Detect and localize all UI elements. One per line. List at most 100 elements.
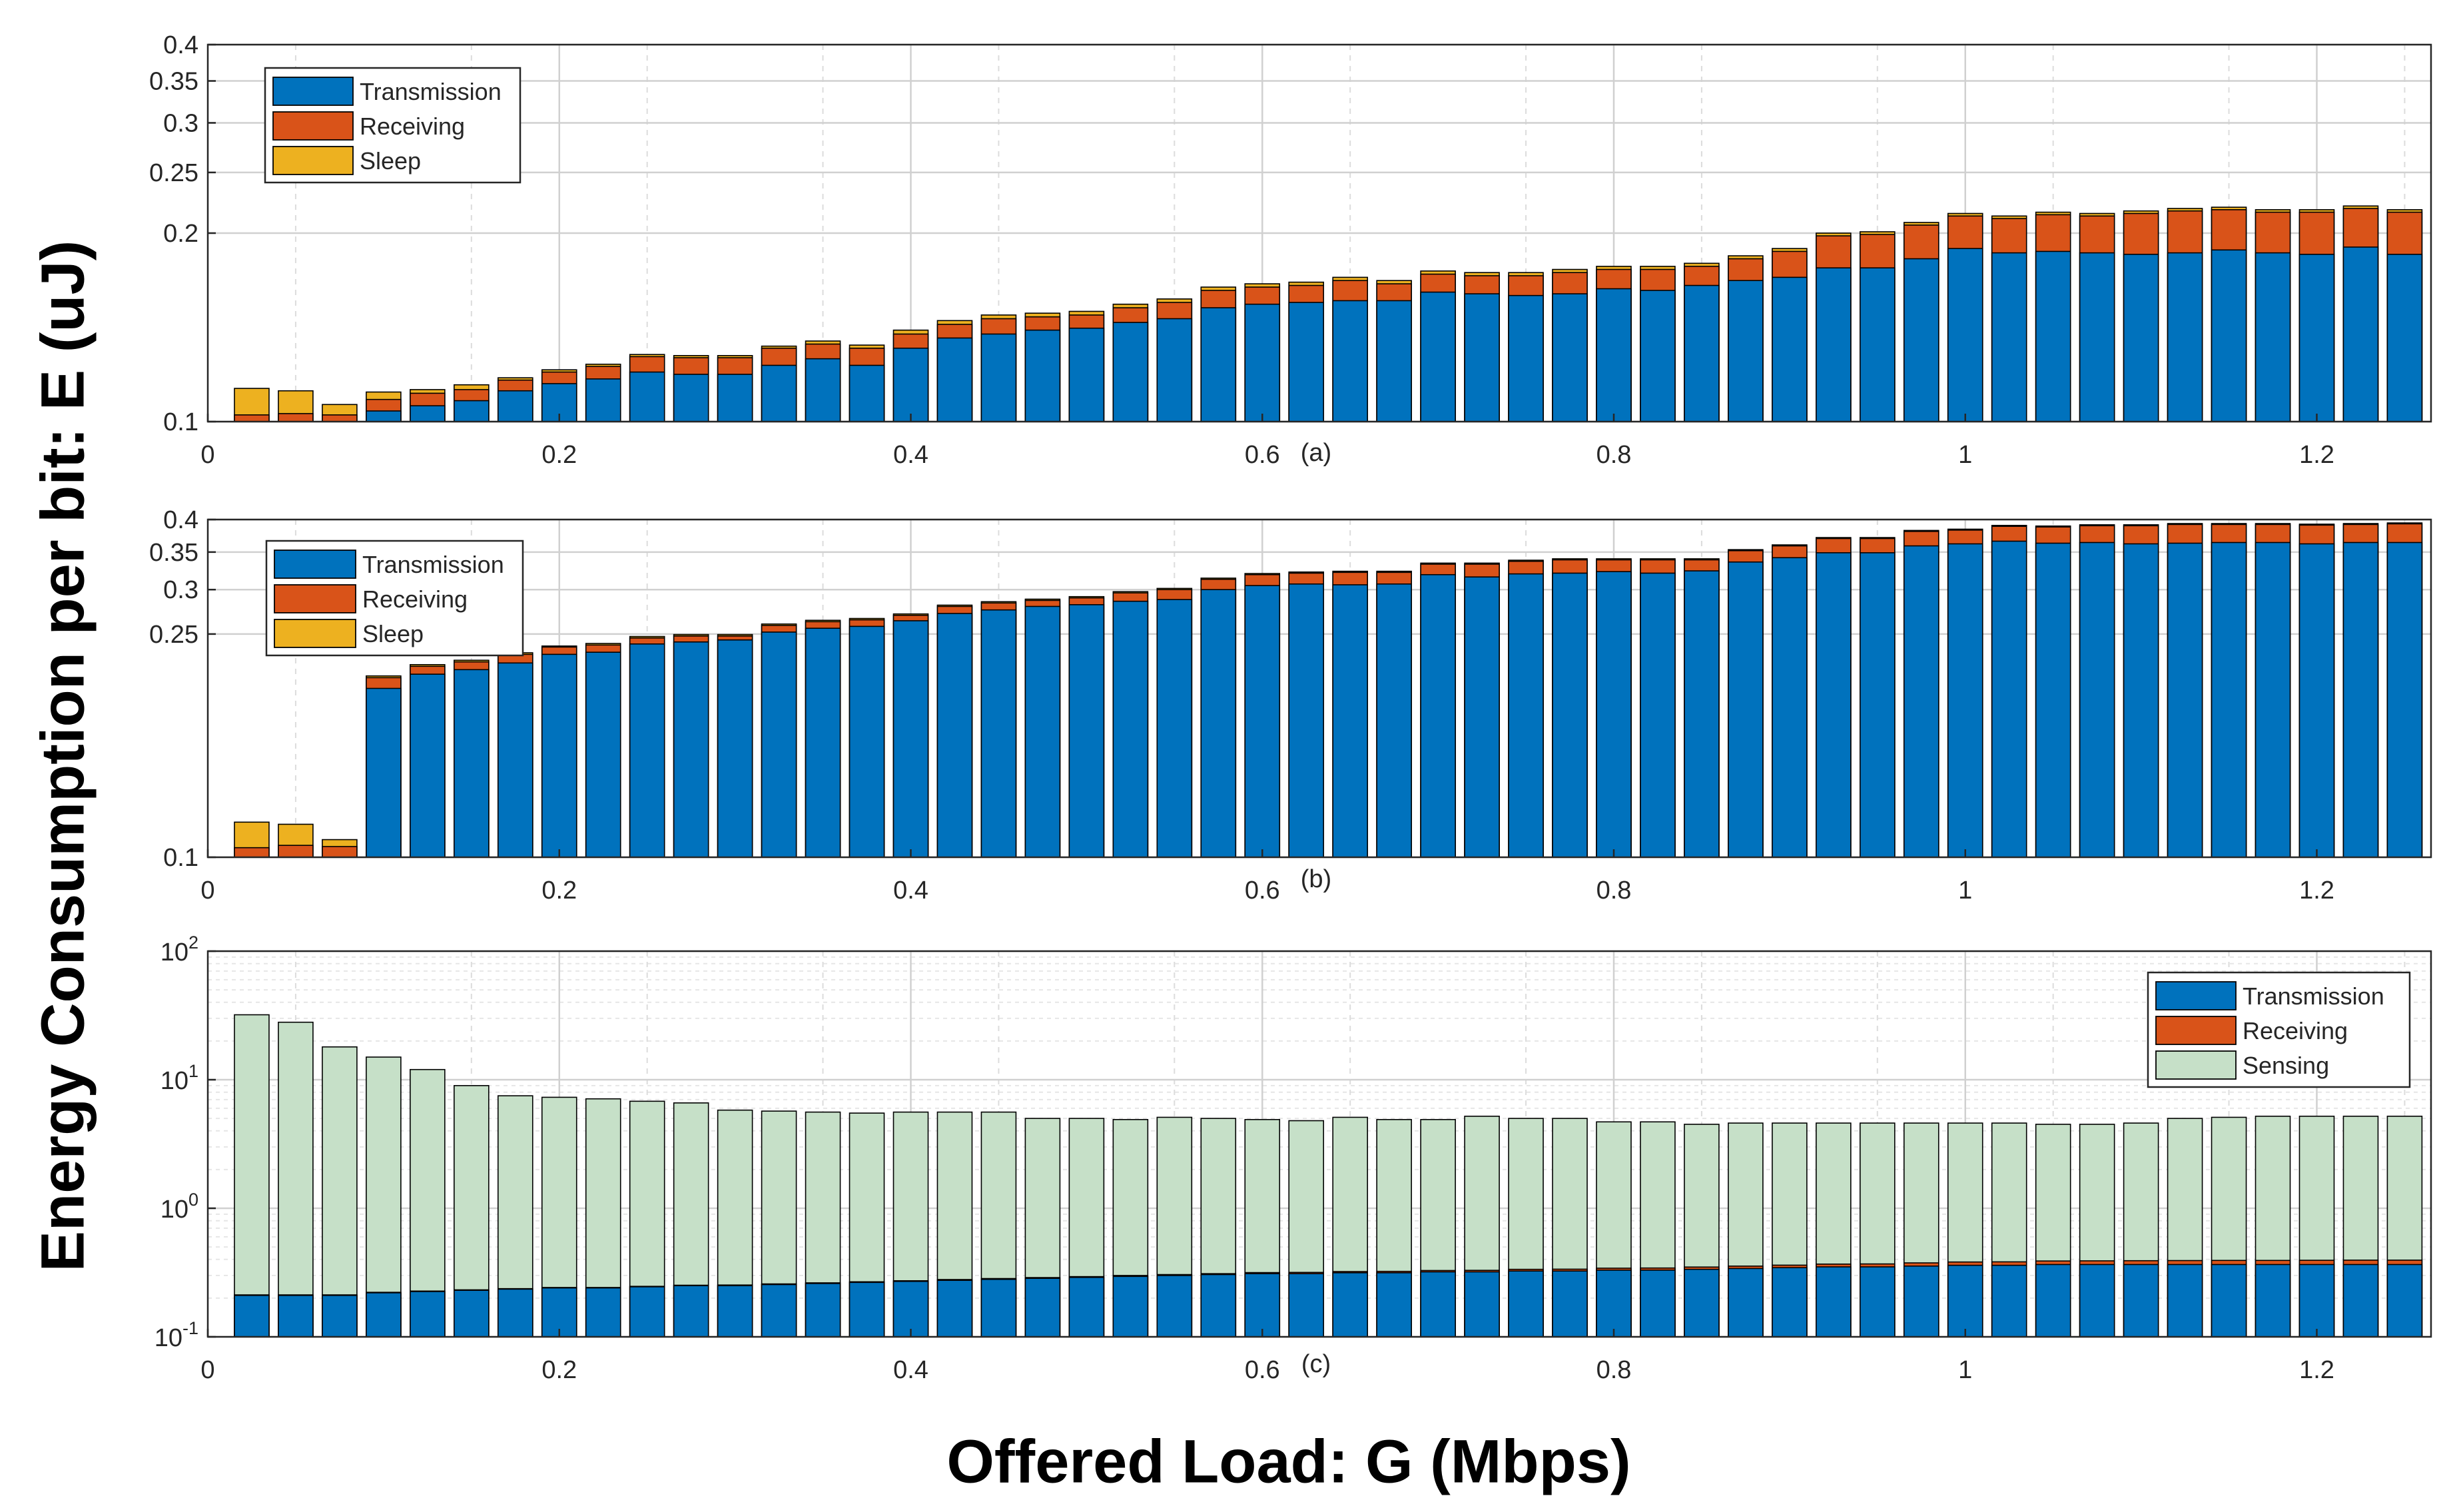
legend: Transmission Receiving Sleep [264, 67, 522, 184]
legend: Transmission Receiving Sleep [265, 540, 524, 657]
bar-transmission [541, 653, 577, 858]
bar-receiving [278, 413, 314, 422]
bar-transmission [2255, 542, 2291, 858]
bar-transmission [805, 627, 841, 858]
bar-transmission [2211, 542, 2247, 858]
legend-label: Sleep [362, 620, 424, 647]
panel-caption: (b) [1301, 865, 1331, 893]
bar-transmission [1508, 294, 1544, 422]
chart-panel-a: 0 0.2 0.4 0.6 0.8 1 1.2 0.1 0.2 0.25 0.3 0.35 0.4 (a)… [149, 31, 2432, 469]
bar-receiving [234, 414, 270, 422]
bar-transmission [1068, 1276, 1105, 1337]
bar-transmission [1420, 291, 1456, 422]
bar-transmission [980, 333, 1017, 422]
bar-transmission [1112, 322, 1149, 422]
bar-transmission [1684, 1268, 1720, 1337]
bar-transmission [1244, 303, 1281, 422]
bar-transmission [849, 625, 885, 858]
bar-transmission [849, 1282, 885, 1337]
bar-transmission [1947, 1264, 1983, 1337]
bar-transmission [1903, 1266, 1939, 1337]
bar-transmission [322, 1295, 358, 1337]
bar-transmission [2079, 252, 2115, 422]
bar-transmission [2342, 542, 2379, 858]
bar-transmission [2079, 1264, 2115, 1337]
chart-panel-b: 0 0.2 0.4 0.6 0.8 1 1.2 0.1 0.25 0.3 0.35 0.4 (b) Tra… [149, 506, 2432, 905]
bar-transmission [1903, 258, 1939, 422]
bar-transmission [1068, 327, 1105, 422]
bar-transmission [2298, 1264, 2335, 1337]
bar-transmission [1684, 570, 1720, 858]
legend-label: Transmission [362, 551, 504, 578]
bar-transmission [454, 400, 490, 422]
bar-transmission [366, 410, 402, 422]
legend-label: Receiving [362, 585, 468, 613]
legend-swatch-transmission [274, 550, 356, 579]
bar-transmission [1464, 576, 1500, 858]
legend-label: Sleep [360, 147, 421, 175]
axes-frame [206, 950, 2432, 1338]
bar-receiving [322, 414, 358, 422]
bar-transmission [1288, 583, 1325, 858]
bar-transmission [673, 374, 709, 422]
bar-transmission [1156, 599, 1193, 858]
bar-transmission [1332, 584, 1368, 858]
bar-transmission [717, 639, 753, 858]
bar-transmission [2167, 542, 2203, 858]
chart-panel-c: 0 0.2 0.4 0.6 0.8 1 1.2 10-1 100 101 102 (c) Transmi… [155, 933, 2432, 1384]
bar-transmission [1244, 1273, 1281, 1337]
bar-transmission [1464, 1271, 1500, 1337]
y-tick-label: 0.35 [149, 68, 198, 96]
y-tick-label: 102 [161, 933, 198, 966]
bar-transmission [673, 641, 709, 858]
legend-swatch-transmission [2155, 981, 2237, 1010]
bar-transmission [1464, 293, 1500, 422]
bar-transmission [1244, 585, 1281, 858]
bar-transmission [761, 1284, 797, 1337]
bar-transmission [936, 337, 973, 422]
bar-transmission [410, 673, 446, 858]
x-tick-label: 1.2 [2299, 441, 2334, 469]
x-axis-label: Offered Load: G (Mbps) [946, 1427, 1631, 1496]
bar-transmission [585, 378, 621, 422]
y-tick-label: 0.3 [163, 576, 198, 604]
legend-label: Receiving [360, 113, 465, 140]
bar-transmission [805, 1283, 841, 1337]
bar-transmission [1859, 1266, 1896, 1337]
panel-caption: (c) [1301, 1350, 1331, 1378]
bar-transmission [2123, 1264, 2159, 1337]
bar-transmission [2342, 246, 2379, 422]
bar-transmission [2386, 254, 2423, 422]
bar-transmission [1508, 1270, 1544, 1337]
legend-label: Transmission [2243, 982, 2384, 1010]
bar-transmission [1552, 1270, 1588, 1337]
bar-sensing [278, 1021, 314, 1337]
bar-transmission [1772, 557, 1808, 858]
y-tick-label: 100 [161, 1190, 198, 1224]
bar-transmission [2123, 543, 2159, 858]
bar-transmission [1991, 1264, 2027, 1337]
bar-transmission [1332, 300, 1368, 422]
x-tick-label: 0 [200, 441, 214, 469]
bar-transmission [1112, 1276, 1149, 1337]
bar-transmission [1640, 290, 1676, 422]
bar-receiving [278, 845, 314, 858]
bar-transmission [1728, 561, 1764, 858]
legend: Transmission Receiving Sensing [2147, 971, 2411, 1088]
bar-transmission [2079, 542, 2115, 858]
bar-transmission [1200, 589, 1237, 858]
bar-transmission [2035, 250, 2071, 422]
x-tick-label: 0.8 [1596, 1356, 1632, 1384]
bar-transmission [234, 1295, 270, 1337]
bar-transmission [1640, 572, 1676, 858]
bar-transmission [629, 643, 665, 858]
y-tick-label: 0.25 [149, 621, 198, 649]
bar-transmission [410, 405, 446, 422]
bar-transmission [2167, 252, 2203, 422]
bar-transmission [629, 371, 665, 422]
x-tick-label: 0.6 [1245, 441, 1280, 469]
bar-transmission [1596, 571, 1632, 858]
bar-transmission [2386, 1264, 2423, 1337]
bar-transmission [1947, 543, 1983, 858]
